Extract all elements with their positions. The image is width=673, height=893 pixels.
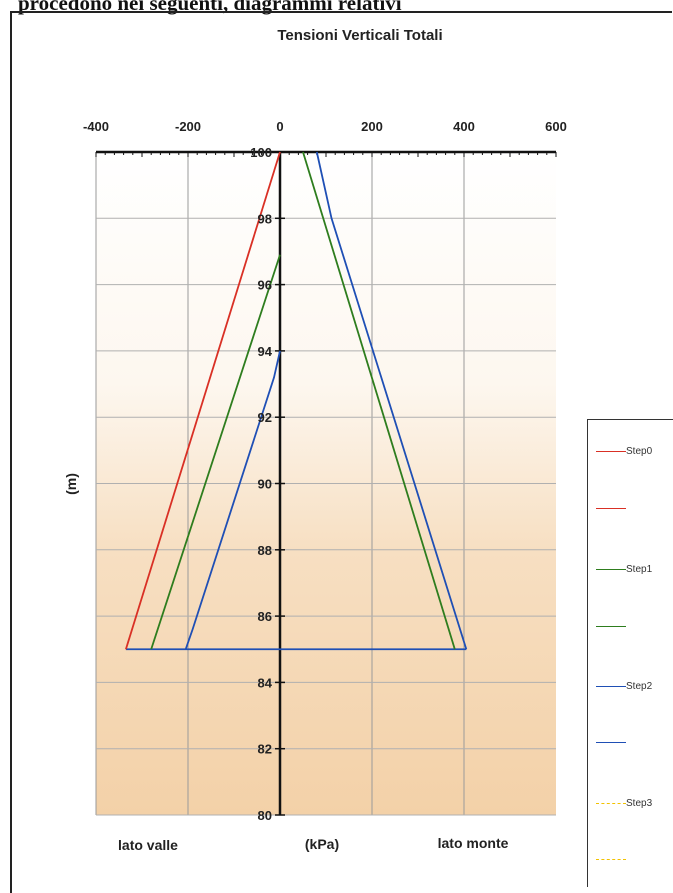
legend-line-swatch [596, 569, 626, 570]
legend-line-swatch [596, 508, 626, 509]
legend-line-swatch [596, 742, 626, 743]
gridlines [95, 151, 556, 816]
legend-entry [596, 502, 670, 516]
legend-entry: Step3 [596, 797, 670, 811]
legend-label: Step1 [626, 564, 653, 575]
step1-valle-line [150, 254, 281, 650]
y-tick-label: 92 [258, 410, 272, 425]
legend-entry: Step2 [596, 680, 670, 694]
y-tick-label: 88 [258, 543, 272, 558]
right-side-label: lato monte [438, 835, 509, 851]
series-lines [125, 151, 468, 650]
x-tick-label: -200 [175, 119, 201, 134]
legend-line-swatch [596, 803, 626, 804]
tick-labels: -400 -200 0 200 400 600 80 82 84 86 88 90 92 94 96 98 10… [83, 119, 567, 823]
y-tick-label: 94 [258, 344, 273, 359]
y-tick-label: 80 [258, 808, 272, 823]
x-tick-label: 600 [545, 119, 567, 134]
y-tick-label: 86 [258, 609, 272, 624]
legend-line-swatch [596, 859, 626, 860]
y-tick-label: 100 [250, 145, 272, 160]
x-tick-label: 200 [361, 119, 383, 134]
legend-entry: Step1 [596, 563, 670, 577]
legend-entry: Step0 [596, 445, 670, 459]
step2-valle-line [184, 350, 281, 650]
x-tick-label: 0 [276, 119, 283, 134]
chart-legend: Step0 Step1 Step2 Step3 [587, 419, 673, 887]
chart-title: Tensioni Verticali Totali [277, 27, 442, 44]
axes [95, 150, 557, 816]
x-tick-label: -400 [83, 119, 109, 134]
x-tick-label: 400 [453, 119, 475, 134]
figure-frame [10, 11, 672, 893]
legend-label: Step2 [626, 681, 653, 692]
step2-monte-line [315, 151, 468, 650]
legend-label: Step0 [626, 446, 653, 457]
step0-valle-line [125, 151, 281, 650]
step1-monte-line [302, 151, 456, 650]
y-tick-label: 82 [258, 742, 272, 757]
legend-line-swatch [596, 686, 626, 687]
legend-entry [596, 853, 670, 867]
left-side-label: lato valle [118, 837, 178, 853]
y-tick-label: 90 [258, 477, 272, 492]
y-tick-label: 98 [258, 211, 272, 226]
legend-line-swatch [596, 451, 626, 452]
legend-entry [596, 620, 670, 634]
y-tick-label: 96 [258, 278, 272, 293]
x-axis-unit-label: (kPa) [305, 836, 339, 852]
legend-entry [596, 736, 670, 750]
y-axis-label: (m) [63, 473, 79, 495]
legend-line-swatch [596, 626, 626, 627]
y-tick-label: 84 [258, 675, 273, 690]
legend-label: Step3 [626, 798, 653, 809]
